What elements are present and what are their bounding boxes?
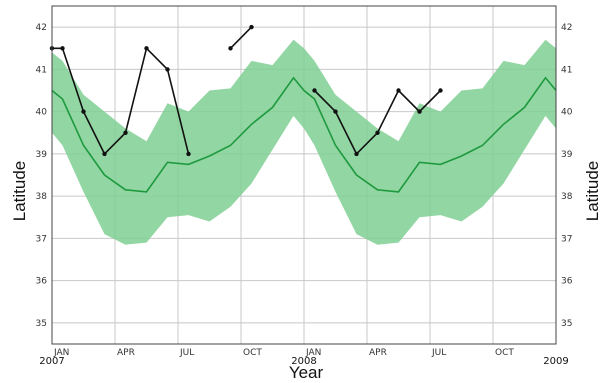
y-tick-label-right: 36 [561,277,573,287]
y-tick-label: 38 [36,192,48,202]
y-axis-label: Latitude [10,161,29,222]
observed-point [102,151,107,157]
x-tick-label: JAN [305,348,321,358]
y-axis-label-right: Latitude [583,161,602,222]
y-tick-label-right: 35 [561,319,572,329]
observed-point [228,46,233,51]
x-axis-label: Year [289,363,324,382]
y-tick-label-right: 40 [561,108,573,118]
y-tick-label-right: 37 [561,234,572,244]
x-tick-label: JUL [431,348,446,358]
plot-frame [51,5,557,345]
x-tick-label: JAN [53,348,69,358]
y-tick-label: 40 [36,108,48,118]
observed-point [354,151,359,157]
x-tick-label: OCT [495,348,514,358]
climatology-mean-group [51,76,557,193]
observed-point [333,109,338,114]
observed-point [396,88,401,93]
observed-point [417,109,422,114]
y-tick-label-right: 42 [561,23,572,33]
x-tick-label: OCT [243,348,262,358]
year-tick-label: 2007 [39,356,64,367]
x-tick-label: JUL [179,348,194,358]
observed-point [186,151,191,157]
y-tick-label-right: 38 [561,192,573,202]
y-tick-label: 39 [36,150,48,160]
observed-series-group [49,24,443,157]
observed-point [438,88,443,93]
y-tick-label: 37 [36,234,47,244]
observed-point [165,67,170,72]
climatology-band [52,39,556,245]
tick-labels: 35 35 36 36 37 37 38 38 39 39 40 40 41 41 42 42 JAN APR JU… [36,23,573,367]
climatology-band-group [52,39,556,245]
observed-point [375,130,380,135]
y-tick-label: 35 [36,319,47,329]
x-tick-label: APR [117,348,135,358]
observed-point [123,130,128,135]
observed-point [312,88,317,93]
year-tick-label: 2009 [543,356,568,367]
y-tick-label-right: 39 [561,150,573,160]
observed-point [60,46,65,51]
observed-line [229,26,253,49]
y-tick-label-right: 41 [561,65,572,75]
year-tick-label: 2008 [291,356,316,367]
y-tick-label: 42 [36,23,47,33]
observed-point [249,24,254,30]
y-tick-label: 41 [36,65,47,75]
x-tick-label: APR [369,348,387,358]
climatology-mean-line [51,76,557,193]
y-tick-label: 36 [36,277,48,287]
observed-point [81,109,86,114]
observed-line [52,46,190,156]
observed-point [144,46,149,51]
